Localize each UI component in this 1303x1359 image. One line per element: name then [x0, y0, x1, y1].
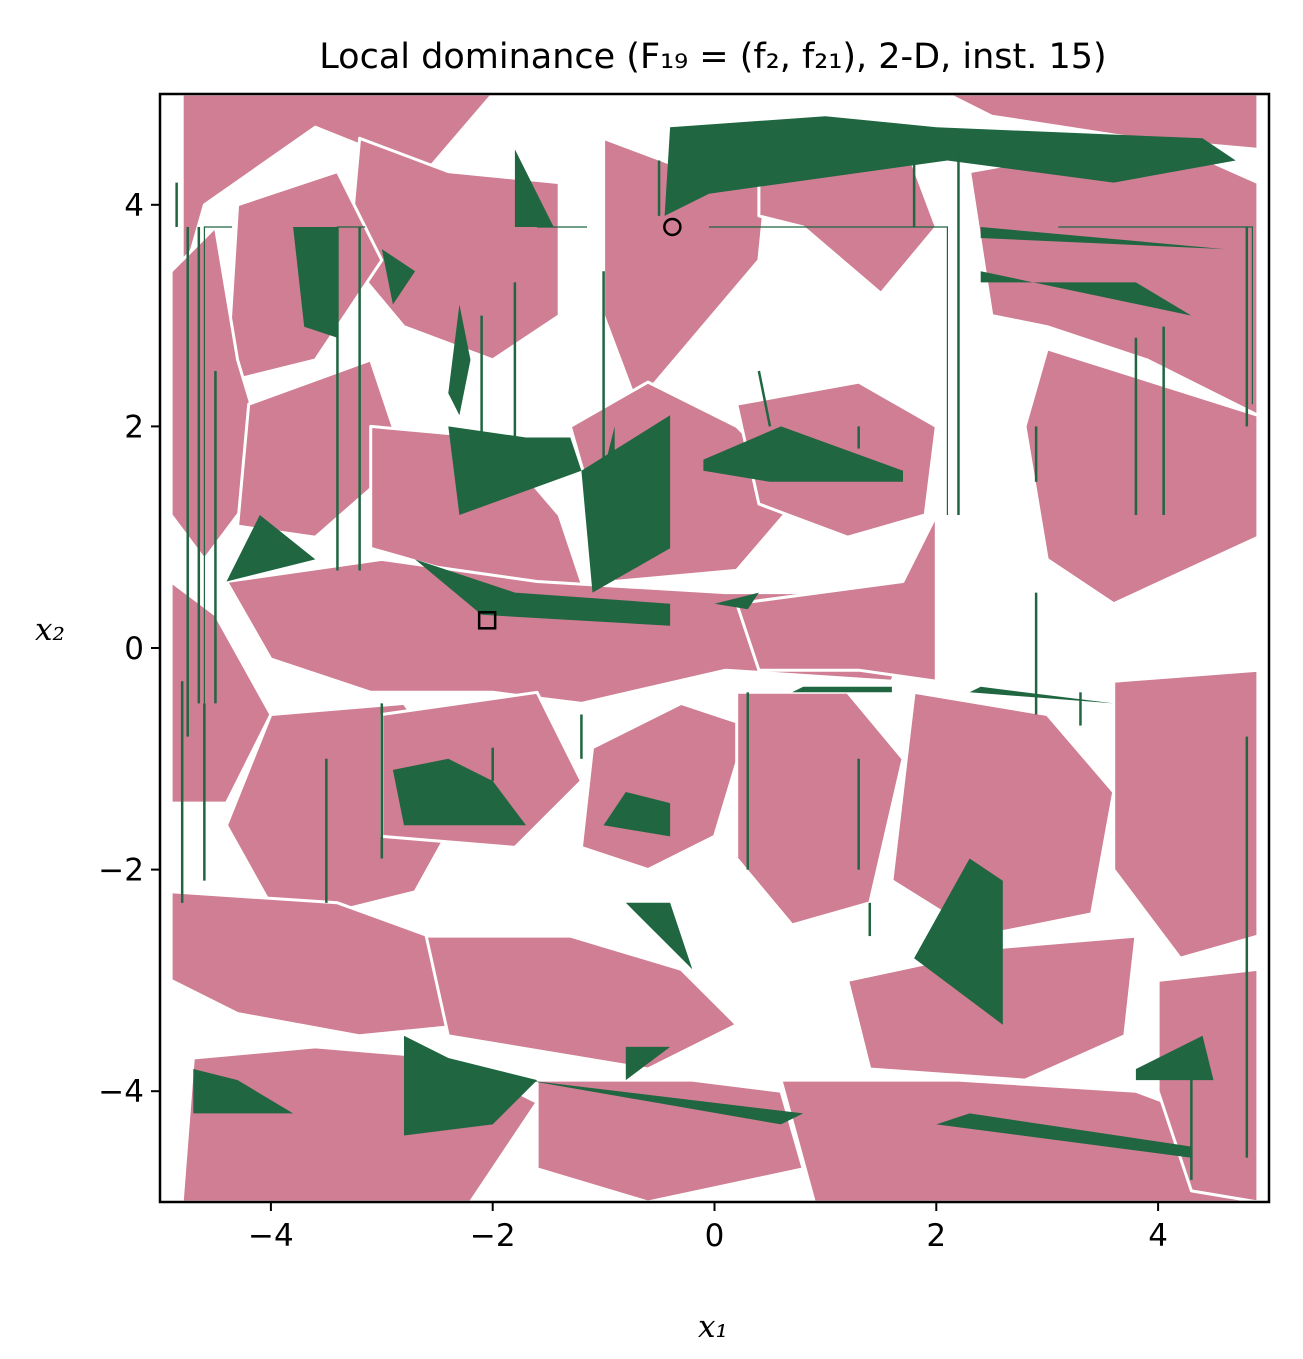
x-axis-ticks: −4 −2 0 2 4	[248, 1202, 1168, 1254]
optimum-region	[792, 686, 892, 693]
y-axis-label: x₂	[35, 612, 65, 648]
optimum-region	[448, 304, 471, 416]
y-axis-ticks: −4 −2 0 2 4	[98, 188, 160, 1110]
basin-region	[169, 580, 273, 805]
basin-region	[225, 557, 916, 705]
optimum-region	[603, 792, 671, 837]
optimum-boundary-line	[203, 226, 233, 704]
circle-marker	[663, 217, 682, 237]
chart-title: Local dominance (F₁₉ = (f₂, f₂₁), 2-D, i…	[319, 37, 1106, 77]
plot-area	[160, 94, 1269, 1202]
optimum-boundary-line	[709, 226, 949, 515]
optimum-region	[415, 559, 671, 626]
optimum-region	[625, 1046, 671, 1081]
optimum-region	[714, 592, 759, 610]
optimum-region	[404, 1035, 538, 1136]
basin-region	[735, 513, 938, 683]
optimum-region	[193, 1069, 294, 1114]
optimum-region	[980, 227, 1225, 250]
optimum-region	[703, 426, 903, 482]
x-tick-label: 4	[1148, 1218, 1168, 1254]
optimum-region	[914, 858, 1003, 1025]
optimum-region	[293, 227, 338, 338]
optimum-region	[514, 149, 554, 227]
x-tick-label: 2	[926, 1218, 946, 1254]
x-axis-label: x₁	[698, 1309, 728, 1345]
markers	[477, 217, 682, 630]
optimum-region	[969, 686, 1114, 704]
y-tick-label: −4	[98, 1074, 144, 1110]
basin-region	[424, 934, 739, 1071]
optimum-region	[980, 271, 1192, 316]
optimum-needle	[757, 370, 772, 427]
optimum-region	[1135, 1035, 1214, 1081]
optimum-region	[625, 902, 693, 970]
optimum-region	[448, 426, 582, 515]
optimum-region	[381, 249, 416, 305]
y-tick-label: 4	[124, 188, 144, 224]
y-tick-label: −2	[98, 853, 144, 889]
optimum-region	[226, 515, 316, 582]
basin-region	[1112, 668, 1260, 960]
x-tick-label: −4	[248, 1218, 294, 1254]
optimum-region	[936, 1113, 1192, 1158]
y-tick-label: 2	[124, 409, 144, 445]
x-tick-label: 0	[705, 1218, 725, 1254]
x-tick-label: −2	[470, 1218, 516, 1254]
optimum-boundary-line	[1058, 226, 1254, 405]
basin-region	[890, 690, 1116, 938]
basin-region	[169, 890, 472, 1038]
optimum-region	[664, 116, 1236, 216]
optimum-boundary-line	[336, 226, 366, 571]
basin-region	[1023, 347, 1260, 606]
y-tick-label: 0	[124, 631, 144, 667]
square-marker	[477, 611, 497, 630]
optimum-region	[526, 1080, 804, 1125]
optimum-region	[392, 758, 526, 826]
